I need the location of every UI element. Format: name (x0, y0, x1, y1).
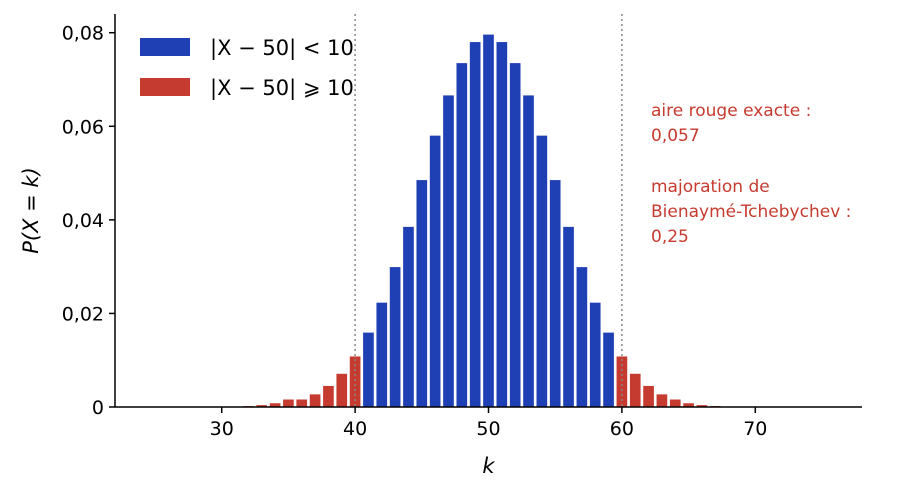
bars-group (216, 34, 761, 408)
annotation-0-line-1: 0,057 (651, 126, 700, 146)
annotation-1-line-2: 0,25 (651, 227, 689, 247)
x-tick-label-50: 50 (476, 418, 500, 440)
legend-swatch-0 (140, 38, 190, 56)
y-ticks: 0 0,02 0,04 0,06 0,08 (62, 23, 115, 419)
bar-k-55 (549, 180, 561, 407)
annotation-1-line-0: majoration de (651, 177, 770, 197)
bar-k-48 (456, 63, 468, 407)
x-tick-label-60: 60 (610, 418, 634, 440)
bar-k-51 (496, 42, 508, 407)
y-tick-label-0: 0 (92, 397, 104, 419)
x-axis-label: k (482, 454, 495, 478)
legend-label-1: |X − 50| ⩾ 10 (210, 76, 354, 101)
bar-k-65 (683, 403, 694, 407)
bar-k-34 (269, 403, 281, 407)
bar-k-39 (336, 373, 348, 407)
bar-k-46 (429, 135, 441, 407)
bar-k-60 (616, 356, 628, 407)
bar-k-36 (296, 399, 308, 407)
bar-k-44 (403, 226, 414, 407)
bar-k-56 (563, 226, 574, 407)
x-tick-label-30: 30 (210, 418, 234, 440)
bar-k-45 (416, 180, 428, 407)
bar-k-57 (576, 267, 588, 407)
bar-k-40 (349, 356, 361, 407)
y-tick-label-3: 0,06 (62, 116, 104, 138)
y-tick-label-2: 0,04 (62, 210, 104, 232)
y-tick-label-1: 0,02 (62, 303, 104, 325)
legend-swatch-1 (140, 78, 190, 96)
bar-k-66 (696, 405, 708, 407)
bar-k-53 (523, 95, 534, 408)
annotation-1-line-1: Bienaymé-Tchebychev : (651, 202, 851, 222)
bar-k-41 (363, 332, 374, 407)
x-ticks: 30 40 50 60 70 (210, 407, 767, 440)
bar-k-59 (603, 332, 614, 407)
x-tick-label-40: 40 (343, 418, 367, 440)
annotation-0-line-0: aire rouge exacte : (651, 101, 811, 121)
bar-k-49 (469, 42, 481, 407)
bar-k-33 (256, 405, 268, 407)
bar-k-61 (629, 373, 641, 407)
bar-k-63 (656, 394, 668, 407)
legend-label-0: |X − 50| < 10 (210, 36, 354, 61)
bar-k-43 (389, 267, 401, 407)
legend: |X − 50| < 10 |X − 50| ⩾ 10 (140, 36, 354, 101)
bar-k-62 (643, 385, 654, 407)
bar-k-54 (536, 135, 548, 407)
x-tick-label-70: 70 (743, 418, 767, 440)
reference-lines (354, 14, 623, 407)
bar-k-42 (376, 302, 388, 407)
bar-k-35 (283, 399, 294, 407)
bar-k-58 (589, 302, 601, 407)
bar-k-38 (323, 385, 334, 407)
bar-k-47 (443, 95, 454, 408)
y-axis-label: P(X = k) (19, 167, 43, 254)
y-tick-label-4: 0,08 (62, 23, 104, 45)
annotations: aire rouge exacte : 0,057 majoration de Bie… (651, 101, 851, 247)
bar-k-64 (669, 399, 681, 407)
bar-k-50 (483, 34, 494, 407)
bar-k-37 (309, 394, 321, 407)
bar-k-52 (509, 63, 521, 407)
